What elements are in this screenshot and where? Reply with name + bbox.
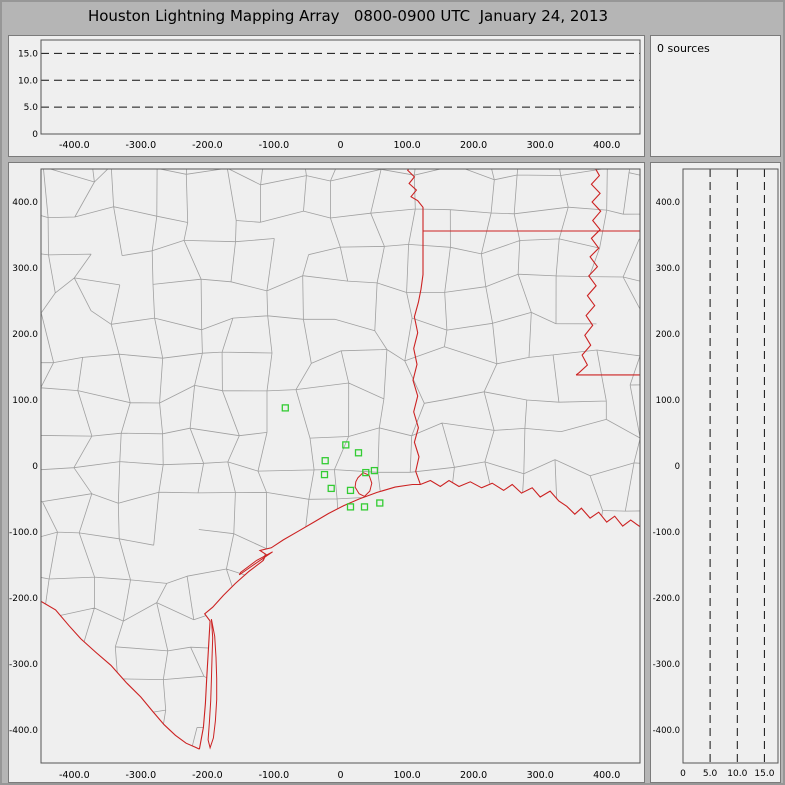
sabine-tx-la-border <box>412 231 424 485</box>
lma-station-marker <box>376 499 384 507</box>
tick-label: -100.0 <box>9 528 38 538</box>
source-count-label: 0 sources <box>657 42 710 55</box>
tick-label: -100.0 <box>653 528 680 538</box>
tick-label: 100.0 <box>393 140 420 151</box>
altitude-gridlines <box>709 169 765 763</box>
lma-station-marker <box>346 503 355 511</box>
tick-label: 400.0 <box>12 198 38 208</box>
tick-label: -400.0 <box>59 140 90 151</box>
tick-label: -400.0 <box>9 726 38 736</box>
altitude-axis-labels: 0 5.0 10.0 15.0 <box>18 49 38 140</box>
altitude-ns-plot[interactable]: 400.0 300.0 200.0 100.0 0 -100.0 -200.0 -300.0 -… <box>651 163 780 782</box>
plot-frame <box>40 168 641 764</box>
tick-label: -300.0 <box>653 660 680 670</box>
tick-label: -100.0 <box>259 140 290 151</box>
tick-label: -300.0 <box>9 660 38 670</box>
tick-label: 100.0 <box>656 396 680 406</box>
tick-label: 300.0 <box>12 264 38 274</box>
tick-label: 10.0 <box>727 769 747 779</box>
tick-label: 400.0 <box>593 770 620 781</box>
tick-label: 5.0 <box>24 103 39 113</box>
gulf-coast-border <box>198 479 640 750</box>
tick-label: 100.0 <box>12 396 38 406</box>
tick-label: -200.0 <box>9 594 38 604</box>
tick-label: 300.0 <box>527 140 554 151</box>
tick-label: 400.0 <box>593 140 620 151</box>
tick-label: 5.0 <box>703 769 718 779</box>
galveston-bay <box>354 472 373 498</box>
mississippi-la-ms-border <box>575 169 602 376</box>
lma-station-marker <box>346 486 355 495</box>
tick-label: 10.0 <box>18 76 38 86</box>
lma-station-marker <box>327 484 335 493</box>
altitude-axis-labels: 0 5.0 10.0 15.0 <box>680 769 775 779</box>
lma-station-marker <box>362 468 370 477</box>
tick-label: 0 <box>337 770 343 781</box>
tick-label: -200.0 <box>192 770 223 781</box>
tick-label: 300.0 <box>656 264 680 274</box>
tick-label: 0 <box>32 462 38 472</box>
tick-label: -300.0 <box>125 140 156 151</box>
tick-label: 100.0 <box>393 770 420 781</box>
lma-station-marker <box>354 449 363 457</box>
tick-label: 200.0 <box>460 770 487 781</box>
lma-stations <box>281 404 384 511</box>
tick-label: 200.0 <box>12 330 38 340</box>
panel-altitude-ns: 400.0 300.0 200.0 100.0 0 -100.0 -200.0 -300.0 -… <box>650 162 781 783</box>
lma-station-marker <box>281 404 289 412</box>
tick-label: -100.0 <box>259 770 290 781</box>
ns-axis-labels: 400.0 300.0 200.0 100.0 0 -100.0 -200.0 -300.0 -… <box>9 198 38 736</box>
ew-axis-labels: -400.0 -300.0 -200.0 -100.0 0 100.0 200.0 300.0… <box>59 140 620 151</box>
rio-grande-border <box>41 600 200 750</box>
lma-station-marker <box>321 457 329 465</box>
panel-altitude-ew: 0 5.0 10.0 15.0 -400.0 -300.0 -200.0 -100.0 0 100… <box>8 35 645 157</box>
plot-frame <box>40 39 641 135</box>
tick-label: 300.0 <box>527 770 554 781</box>
plot-frame <box>682 168 779 764</box>
matagorda-island <box>238 551 273 576</box>
lma-station-marker <box>342 441 350 449</box>
tick-label: 0 <box>337 140 343 151</box>
tick-label: 0 <box>32 130 38 140</box>
ns-axis-labels: 400.0 300.0 200.0 100.0 0 -100.0 -200.0 -300.0 -… <box>653 198 680 736</box>
lma-station-marker <box>320 470 329 479</box>
tick-label: 200.0 <box>460 140 487 151</box>
tick-label: 400.0 <box>656 198 680 208</box>
tick-label: 200.0 <box>656 330 680 340</box>
panel-plan-view: 400.0 300.0 200.0 100.0 0 -100.0 -200.0 -300.0-… <box>8 162 645 783</box>
altitude-ew-plot[interactable]: 0 5.0 10.0 15.0 -400.0 -300.0 -200.0 -100.0 0 100… <box>9 36 644 156</box>
tick-label: -200.0 <box>653 594 680 604</box>
tick-label: -200.0 <box>192 140 223 151</box>
tick-label: 0 <box>680 769 686 779</box>
map-layers <box>41 169 640 763</box>
tick-label: 15.0 <box>18 49 38 59</box>
tick-label: 15.0 <box>754 769 774 779</box>
plan-view-map-plot[interactable]: 400.0300.0200.0100.00-100.0-200.0-300.0-… <box>9 163 644 782</box>
gulf-of-mexico-mask <box>41 480 640 763</box>
padre-island <box>207 619 218 750</box>
red-river-tx-ar-border <box>407 169 424 231</box>
lma-station-marker <box>360 503 369 511</box>
panel-source-count[interactable]: 0 sources <box>650 35 781 157</box>
tick-label: -400.0 <box>653 726 680 736</box>
page-title: Houston Lightning Mapping Array 0800-090… <box>87 7 609 25</box>
ew-axis-labels: -400.0 -300.0 -200.0 -100.0 0 100.0 200.0 300.0… <box>59 770 620 781</box>
tick-label: 0 <box>675 462 680 472</box>
lma-station-marker <box>370 466 379 475</box>
tick-label: -300.0 <box>125 770 156 781</box>
altitude-gridlines <box>41 52 640 108</box>
tick-label: -400.0 <box>59 770 90 781</box>
